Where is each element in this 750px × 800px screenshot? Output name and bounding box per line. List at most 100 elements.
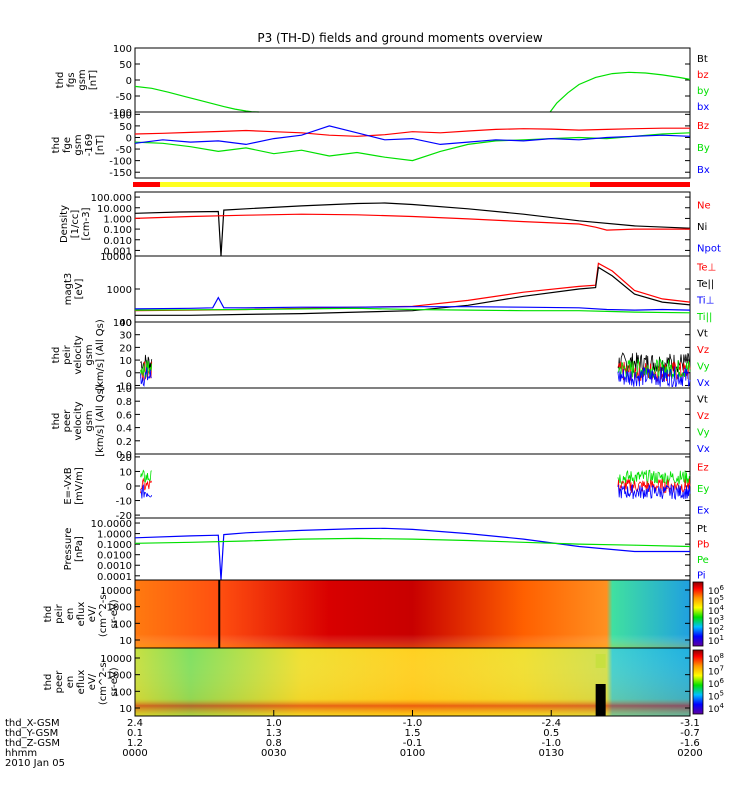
- legend-efield: Ez: [697, 463, 709, 474]
- y-axis-label: eV/: [87, 673, 98, 690]
- y-tick-label: 1000: [107, 285, 132, 296]
- panel-peer: 1.0 0.8 0.6 0.4 0.2 0.0 thd peer velocity gsm [km/…: [51, 384, 710, 461]
- y-tick-label: 50: [119, 122, 132, 133]
- legend-fge: Bz: [697, 121, 709, 132]
- orbit-row-value: 0000: [122, 748, 147, 759]
- series-pressure: [134, 527, 690, 581]
- y-tick-label: -10: [116, 381, 132, 392]
- series-magt3: [134, 307, 691, 314]
- series-fgs: [134, 85, 259, 113]
- y-axis-label: en: [65, 676, 76, 689]
- legend-peer: Vy: [697, 427, 710, 438]
- peir-gap-line: [218, 580, 221, 648]
- peer-gap-top: [595, 654, 606, 668]
- peir_spec-colorbar: [692, 581, 704, 647]
- y-axis-label: sr-eV): [109, 667, 120, 696]
- y-tick-label: 0: [126, 369, 132, 380]
- y-tick-label: 0: [126, 76, 132, 87]
- y-axis-label: thd: [51, 413, 62, 430]
- y-axis-label: thd: [43, 606, 54, 623]
- y-axis-label: (cm^2-s-: [98, 590, 109, 637]
- y-axis-label: [cm-3]: [81, 207, 92, 240]
- orbit-row-value: 1.3: [266, 728, 282, 739]
- y-axis-label: (cm^2-s-: [98, 658, 109, 705]
- y-tick-label: 0.0001: [97, 572, 132, 583]
- y-tick-label: 20: [119, 453, 132, 464]
- y-axis-label: [km/s] (All Qs): [95, 319, 106, 391]
- y-tick-label: 10: [119, 636, 132, 647]
- legend-density: Npot: [697, 243, 721, 254]
- legend-peer: Vz: [697, 411, 709, 422]
- y-tick-label: 0.8: [116, 397, 132, 408]
- burst-efield: [617, 483, 691, 501]
- colorbar-tick: 105: [708, 690, 724, 703]
- series-pressure: [134, 537, 691, 548]
- legend-pressure: Pi: [697, 570, 706, 581]
- y-tick-label: 1.0000: [97, 530, 132, 541]
- legend-magt3: Ti⊥: [696, 295, 714, 306]
- orbit-row-value: 2.4: [127, 718, 143, 729]
- y-axis-label: peir: [62, 344, 73, 364]
- y-axis-label: en: [65, 608, 76, 621]
- density-frame: [134, 191, 691, 257]
- legend-pressure: Pe: [697, 555, 709, 566]
- legend-peir: Vy: [697, 361, 710, 372]
- peer_spec-colorbar: [692, 649, 704, 715]
- y-axis-label: [mV/m]: [74, 467, 85, 505]
- y-tick-label: 100: [113, 44, 132, 55]
- panel-fgs: 100 50 0 -50 -100 thd fgs gsm [nT] Bt bz by bx: [55, 44, 709, 119]
- y-axis-label: thd: [55, 72, 66, 89]
- y-tick-label: 0: [126, 482, 132, 493]
- legend-density: Ni: [697, 222, 707, 233]
- peir-frame: [134, 321, 691, 389]
- y-axis-label: Pressure: [63, 528, 74, 571]
- colorbar-tick: 107: [708, 665, 724, 678]
- y-axis-label: [nT]: [95, 135, 106, 155]
- y-tick-label: 1000: [107, 603, 132, 614]
- y-axis-label: thd: [51, 137, 62, 154]
- colorbar-tick: 108: [708, 652, 724, 665]
- legend-pressure: Pb: [697, 539, 709, 550]
- y-axis-label: [1/cc]: [70, 210, 81, 239]
- y-axis-label: peer: [62, 409, 73, 433]
- orbit-row-value: -1.0: [541, 738, 561, 749]
- orbit-row-value: 0100: [400, 748, 425, 759]
- orbit-row-value: 0130: [539, 748, 564, 759]
- y-axis-label: gsm: [84, 410, 95, 431]
- y-tick-label: 0.4: [116, 424, 132, 435]
- y-tick-label: -50: [116, 92, 132, 103]
- series-fge: [134, 125, 691, 146]
- peer-frame: [134, 387, 691, 455]
- y-tick-label: 1.000: [103, 214, 132, 225]
- orbit-row-value: 0030: [261, 748, 286, 759]
- y-tick-label: 0.2: [116, 437, 132, 448]
- y-tick-label: -150: [109, 168, 132, 179]
- y-tick-label: 10000: [100, 586, 132, 597]
- plot-date: 2010 Jan 05: [5, 758, 65, 769]
- orbit-row-value: 0200: [677, 748, 702, 759]
- y-axis-label: [nT]: [88, 70, 99, 90]
- orbit-row-value: 1.0: [266, 718, 282, 729]
- orbit-row-value: -0.7: [680, 728, 700, 739]
- y-axis-label: thd: [51, 347, 62, 364]
- orbit-row-value: -1.0: [403, 718, 423, 729]
- fge-frame: [134, 111, 691, 179]
- y-tick-label: -100: [109, 157, 132, 168]
- peer-gap-block: [595, 684, 606, 716]
- y-tick-label: 10000: [100, 654, 132, 665]
- orbit-row-label: thd_X-GSM: [5, 718, 60, 729]
- y-axis-label: -169: [84, 134, 95, 157]
- y-tick-label: -100: [109, 108, 132, 119]
- colorbar-tick: 104: [708, 702, 724, 715]
- y-tick-label: 100: [113, 619, 132, 630]
- burst-peir: [617, 366, 691, 388]
- y-axis-label: fge: [62, 137, 73, 153]
- orbit-row-label: hhmm: [5, 748, 37, 759]
- y-axis-label: [km/s] (All Qs): [95, 385, 106, 457]
- y-tick-label: 10: [119, 704, 132, 715]
- y-tick-label: 10.0000: [91, 519, 132, 530]
